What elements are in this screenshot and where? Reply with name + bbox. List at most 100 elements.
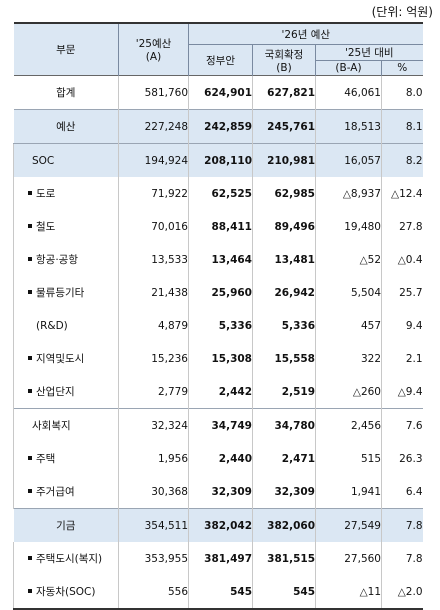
row-label-text: 철도 (36, 221, 56, 233)
row-label: SOC (13, 143, 119, 177)
cell-gov: 13,464 (188, 243, 253, 276)
cell-diff: 457 (315, 309, 382, 342)
header-gov-proposal: 정부안 (188, 44, 253, 76)
table-row: 합계 581,760 624,901 627,821 46,061 8.0 (13, 75, 423, 110)
cell-gov: 242,859 (188, 109, 253, 144)
row-label-text: 기금 (56, 520, 76, 532)
row-label-text: 항공·공항 (36, 254, 78, 266)
table-row: 산업단지 2,779 2,442 2,519 △260 △9.4 (13, 375, 423, 409)
cell-final: 2,471 (252, 442, 316, 475)
row-label: 주택도시(복지) (13, 542, 119, 575)
table-body: 합계 581,760 624,901 627,821 46,061 8.0 예산 227,24… (13, 75, 423, 610)
cell-gov: 208,110 (188, 143, 253, 177)
cell-gov: 25,960 (188, 276, 253, 309)
row-label: 철도 (13, 210, 119, 243)
header-2025-budget: '25예산 (A) (118, 22, 189, 76)
row-label: 자동차(SOC) (13, 575, 119, 610)
cell-diff: 16,057 (315, 143, 382, 177)
table-row: 주택 1,956 2,440 2,471 515 26.3 (13, 442, 423, 475)
table-row: 자동차(SOC) 556 545 545 △11 △2.0 (13, 575, 423, 610)
table-row: 사회복지 32,324 34,749 34,780 2,456 7.6 (13, 408, 423, 442)
cell-diff: 5,504 (315, 276, 382, 309)
row-label-text: SOC (32, 154, 55, 167)
cell-2025: 13,533 (118, 243, 189, 276)
cell-2025: 581,760 (118, 75, 189, 110)
table-row: 물류등기타 21,438 25,960 26,942 5,504 25.7 (13, 276, 423, 309)
row-label-text: 지역및도시 (36, 353, 85, 365)
cell-2025: 21,438 (118, 276, 189, 309)
cell-diff: 2,456 (315, 408, 382, 442)
table-row: 주거급여 30,368 32,309 32,309 1,941 6.4 (13, 475, 423, 509)
cell-gov: 5,336 (188, 309, 253, 342)
table-row: 도로 71,922 62,525 62,985 △8,937 △12.4 (13, 177, 423, 210)
cell-gov: 2,442 (188, 375, 253, 409)
cell-final: 26,942 (252, 276, 316, 309)
header-diff: (B-A) (315, 60, 382, 76)
row-label-text: 합계 (56, 87, 76, 99)
cell-pct: 25.7 (380, 276, 423, 309)
row-label: 합계 (13, 75, 119, 110)
table-row: (R&D) 4,879 5,336 5,336 457 9.4 (13, 309, 423, 342)
cell-pct: △2.0 (380, 575, 423, 610)
cell-final: 13,481 (252, 243, 316, 276)
table-row: 철도 70,016 88,411 89,496 19,480 27.8 (13, 210, 423, 243)
cell-diff: 515 (315, 442, 382, 475)
cell-diff: 1,941 (315, 475, 382, 509)
cell-pct: 9.4 (380, 309, 423, 342)
header-2026-budget: '26년 예산 (187, 22, 423, 45)
cell-final: 5,336 (252, 309, 316, 342)
cell-2025: 15,236 (118, 342, 189, 375)
cell-final: 245,761 (252, 109, 316, 144)
cell-2025: 2,779 (118, 375, 189, 409)
header-vs-2025: '25년 대비 (314, 44, 423, 61)
cell-final: 381,515 (252, 542, 316, 575)
cell-pct: △12.4 (380, 177, 423, 210)
budget-table: 부문 '25예산 (A) '26년 예산 정부안 국회확정 (B) '25년 대… (13, 22, 423, 610)
table-header: 부문 '25예산 (A) '26년 예산 정부안 국회확정 (B) '25년 대… (13, 22, 423, 76)
cell-2025: 194,924 (118, 143, 189, 177)
cell-pct: △0.4 (380, 243, 423, 276)
cell-diff: 322 (315, 342, 382, 375)
cell-gov: 32,309 (188, 475, 253, 509)
row-label-text: (R&D) (36, 319, 68, 332)
table-row: 항공·공항 13,533 13,464 13,481 △52 △0.4 (13, 243, 423, 276)
row-label-text: 도로 (36, 188, 56, 200)
cell-pct: 8.2 (380, 143, 423, 177)
header-category: 부문 (13, 22, 119, 76)
cell-gov: 15,308 (188, 342, 253, 375)
cell-pct: 2.1 (380, 342, 423, 375)
table-row: 기금 354,511 382,042 382,060 27,549 7.8 (13, 508, 423, 542)
cell-final: 210,981 (252, 143, 316, 177)
header-assembly-final: 국회확정 (B) (252, 44, 316, 76)
table-row: 주택도시(복지) 353,955 381,497 381,515 27,560 7.8 (13, 542, 423, 575)
cell-2025: 354,511 (118, 508, 189, 542)
cell-pct: 7.6 (380, 408, 423, 442)
cell-pct: 27.8 (380, 210, 423, 243)
cell-diff: 27,560 (315, 542, 382, 575)
cell-pct: 7.8 (380, 542, 423, 575)
row-label: 기금 (13, 508, 119, 542)
row-label: 물류등기타 (13, 276, 119, 309)
cell-diff: 46,061 (315, 75, 382, 110)
table-row: SOC 194,924 208,110 210,981 16,057 8.2 (13, 143, 423, 177)
row-label-text: 예산 (56, 121, 76, 133)
row-label-text: 주택도시(복지) (36, 553, 103, 565)
bullet-icon (28, 589, 32, 593)
cell-gov: 2,440 (188, 442, 253, 475)
bullet-icon (28, 224, 32, 228)
row-label: 예산 (13, 109, 119, 144)
cell-final: 382,060 (252, 508, 316, 542)
table-row: 지역및도시 15,236 15,308 15,558 322 2.1 (13, 342, 423, 375)
header-2025-budget-line1: '25예산 (135, 38, 172, 50)
cell-final: 89,496 (252, 210, 316, 243)
row-label: 주택 (13, 442, 119, 475)
cell-pct: 26.3 (380, 442, 423, 475)
bullet-icon (28, 356, 32, 360)
bullet-icon (28, 556, 32, 560)
cell-diff: △52 (315, 243, 382, 276)
row-label: 지역및도시 (13, 342, 119, 375)
cell-diff: △8,937 (315, 177, 382, 210)
header-2025-budget-line2: (A) (145, 51, 162, 63)
cell-diff: △260 (315, 375, 382, 409)
row-label: (R&D) (13, 309, 119, 342)
